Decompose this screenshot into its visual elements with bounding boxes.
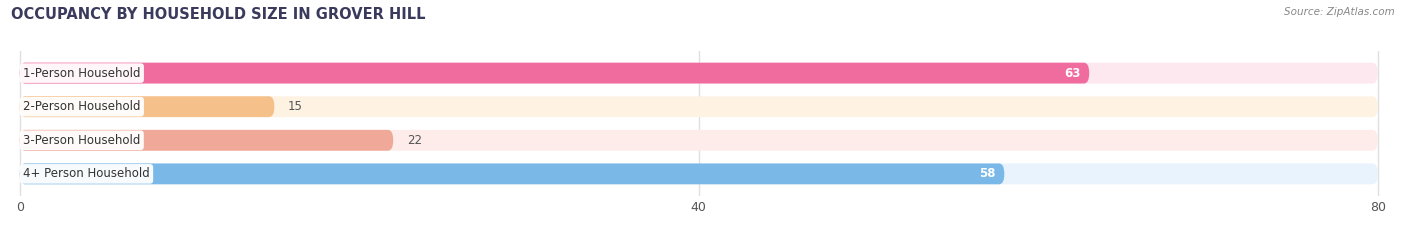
Text: 63: 63 (1064, 67, 1081, 80)
FancyBboxPatch shape (20, 164, 1004, 184)
Text: OCCUPANCY BY HOUSEHOLD SIZE IN GROVER HILL: OCCUPANCY BY HOUSEHOLD SIZE IN GROVER HI… (11, 7, 426, 22)
FancyBboxPatch shape (20, 96, 274, 117)
Text: 2-Person Household: 2-Person Household (22, 100, 141, 113)
Text: Source: ZipAtlas.com: Source: ZipAtlas.com (1284, 7, 1395, 17)
Text: 58: 58 (980, 167, 995, 180)
FancyBboxPatch shape (20, 96, 1378, 117)
Text: 3-Person Household: 3-Person Household (22, 134, 141, 147)
Text: 22: 22 (406, 134, 422, 147)
FancyBboxPatch shape (20, 130, 1378, 151)
Text: 1-Person Household: 1-Person Household (22, 67, 141, 80)
FancyBboxPatch shape (20, 130, 394, 151)
Text: 4+ Person Household: 4+ Person Household (22, 167, 150, 180)
FancyBboxPatch shape (20, 63, 1090, 83)
FancyBboxPatch shape (20, 164, 1378, 184)
Text: 15: 15 (288, 100, 302, 113)
FancyBboxPatch shape (20, 63, 1378, 83)
